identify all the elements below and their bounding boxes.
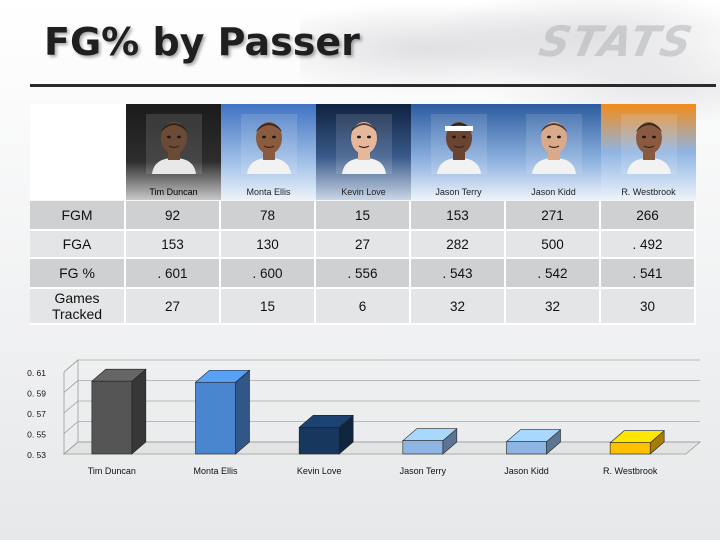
player-photo-header: Tim Duncan Monta Ellis Kevin Love Jason Ter… (30, 104, 696, 200)
y-tick-label: 0. 55 (27, 430, 46, 440)
chart-gridline-side (63, 380, 79, 393)
stats-cell: 153 (411, 201, 506, 231)
player-name-label: Monta Ellis (246, 187, 291, 197)
stats-cell: . 601 (126, 259, 221, 289)
bar (506, 441, 547, 455)
stats-cell: 15 (316, 201, 411, 231)
player-headshot (525, 114, 582, 174)
stats-cell: 266 (601, 201, 696, 231)
stats-cell: . 492 (601, 231, 696, 259)
title-divider (30, 84, 716, 87)
fg-pct-bar-chart: 0. 53 0. 55 0. 57 0. 59 0. 61 Tim Duncan Monta… (27, 359, 702, 476)
bar (298, 427, 340, 455)
stats-cell: 30 (601, 289, 696, 325)
player-name-label: Jason Terry (435, 187, 482, 197)
player-photo-cell: R. Westbrook (601, 104, 696, 200)
y-tick-label: 0. 57 (27, 409, 46, 419)
x-tick-label: Monta Ellis (193, 466, 238, 476)
stats-cell: . 541 (601, 259, 696, 289)
stats-row-label: FGA (30, 231, 126, 259)
bar (402, 440, 444, 455)
player-name-label: Tim Duncan (149, 187, 198, 197)
bar-side (131, 368, 147, 455)
stats-row-label: Games Tracked (30, 289, 126, 325)
stats-cell: 92 (126, 201, 221, 231)
stats-cell: 27 (126, 289, 221, 325)
stats-row: FGA 153 130 27 282 500. 492 (30, 231, 696, 259)
bar (91, 380, 133, 455)
stats-cell: 282 (411, 231, 506, 259)
player-headshot (620, 114, 677, 174)
player-name-label: R. Westbrook (621, 187, 676, 197)
stats-cell: 15 (221, 289, 316, 325)
x-tick-label: Kevin Love (297, 466, 342, 476)
player-photo-cell: Jason Terry (411, 104, 506, 200)
photo-header-blank-cell (30, 104, 126, 200)
slide-title: FG% by Passer (44, 20, 360, 64)
y-tick-label: 0. 53 (27, 450, 46, 460)
x-tick-label: Jason Kidd (504, 466, 549, 476)
x-tick-label: Tim Duncan (88, 466, 136, 476)
chart-gridline-side (63, 359, 79, 373)
chart-gridline-side (63, 400, 79, 414)
player-photo-cell: Monta Ellis (221, 104, 316, 200)
stats-cell: 78 (221, 201, 316, 231)
stats-cell: 32 (506, 289, 601, 325)
stats-row-label: FGM (30, 201, 126, 231)
bar (195, 381, 236, 455)
stats-row-label: FG % (30, 259, 126, 289)
chart-floor (62, 441, 702, 455)
player-headshot (145, 114, 202, 174)
chart-gridline-side (63, 421, 79, 434)
y-tick-label: 0. 59 (27, 389, 46, 399)
x-tick-label: Jason Terry (400, 466, 447, 476)
stats-cell: . 600 (221, 259, 316, 289)
stats-logo: STATS (534, 17, 699, 66)
stats-cell: . 542 (506, 259, 601, 289)
stats-row: FG %. 601. 600. 556. 543. 542. 541 (30, 259, 696, 289)
stats-cell: 130 (221, 231, 316, 259)
stats-cell: 32 (411, 289, 506, 325)
player-photo-cell: Tim Duncan (126, 104, 221, 200)
player-photo-cell: Kevin Love (316, 104, 411, 200)
stats-row: Games Tracked 27 15 6 32 32 30 (30, 289, 696, 325)
player-headshot (240, 114, 297, 174)
stats-cell: 27 (316, 231, 411, 259)
stats-cell: 6 (316, 289, 411, 325)
player-headshot (430, 114, 487, 174)
stats-cell: 500 (506, 231, 601, 259)
player-name-label: Kevin Love (341, 187, 386, 197)
stats-table: FGM 92 78 15 153 271 266 FGA 153 130 27 282 500. 492… (30, 201, 696, 325)
stats-cell: . 543 (411, 259, 506, 289)
player-headshot (335, 114, 392, 174)
bar-side (235, 369, 250, 455)
stats-cell: . 556 (316, 259, 411, 289)
stats-cell: 271 (506, 201, 601, 231)
stats-cell: 153 (126, 231, 221, 259)
world-map-background (300, 0, 720, 120)
bar (609, 442, 651, 455)
player-photo-cell: Jason Kidd (506, 104, 601, 200)
player-name-label: Jason Kidd (531, 187, 576, 197)
stats-row: FGM 92 78 15 153 271 266 (30, 201, 696, 231)
x-tick-label: R. Westbrook (603, 466, 658, 476)
y-tick-label: 0. 61 (27, 368, 46, 378)
